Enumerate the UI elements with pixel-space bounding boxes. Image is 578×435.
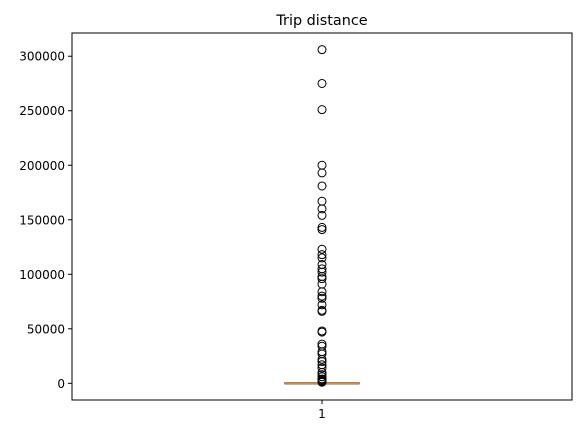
outlier-point: [317, 196, 327, 206]
outlier-point: [317, 210, 327, 220]
outlier-point: [317, 287, 327, 297]
outlier-point: [317, 45, 327, 55]
outlier-point: [317, 354, 327, 364]
outlier-point: [317, 357, 327, 367]
outlier-point: [317, 377, 327, 387]
outlier-point: [317, 225, 327, 235]
outlier-point: [317, 327, 327, 337]
outlier-point: [317, 250, 327, 260]
y-tick-label: 100000: [19, 268, 65, 282]
y-tick-label: 300000: [19, 50, 65, 64]
outlier-point: [317, 181, 327, 191]
x-tick-label: 1: [318, 407, 326, 421]
y-tick-label: 200000: [19, 159, 65, 173]
outlier-point: [317, 363, 327, 373]
y-tick-label: 150000: [19, 213, 65, 227]
outlier-point: [317, 222, 327, 232]
outlier-point: [317, 300, 327, 310]
outlier-point: [317, 204, 327, 214]
y-tick-label: 50000: [27, 322, 65, 336]
axes-frame: [71, 32, 573, 401]
outlier-point: [317, 291, 327, 301]
outlier-point: [317, 168, 327, 178]
outlier-point: [317, 253, 327, 263]
y-tick-label: 0: [57, 377, 65, 391]
chart-title: Trip distance: [275, 13, 367, 29]
outlier-points: [317, 45, 327, 387]
outlier-point: [317, 306, 327, 316]
outlier-point: [317, 267, 327, 277]
outlier-point: [317, 78, 327, 88]
outlier-point: [317, 160, 327, 170]
outlier-point: [317, 274, 327, 284]
y-axis-ticks: 0 50000 100000 150000 200000 250000 300000: [19, 50, 72, 391]
outlier-point: [317, 279, 327, 289]
y-tick-label: 250000: [19, 104, 65, 118]
x-axis-ticks: 1: [318, 400, 326, 421]
outlier-point: [317, 293, 327, 303]
outlier-point: [317, 105, 327, 115]
outlier-point: [317, 244, 327, 254]
outlier-point: [317, 372, 327, 382]
